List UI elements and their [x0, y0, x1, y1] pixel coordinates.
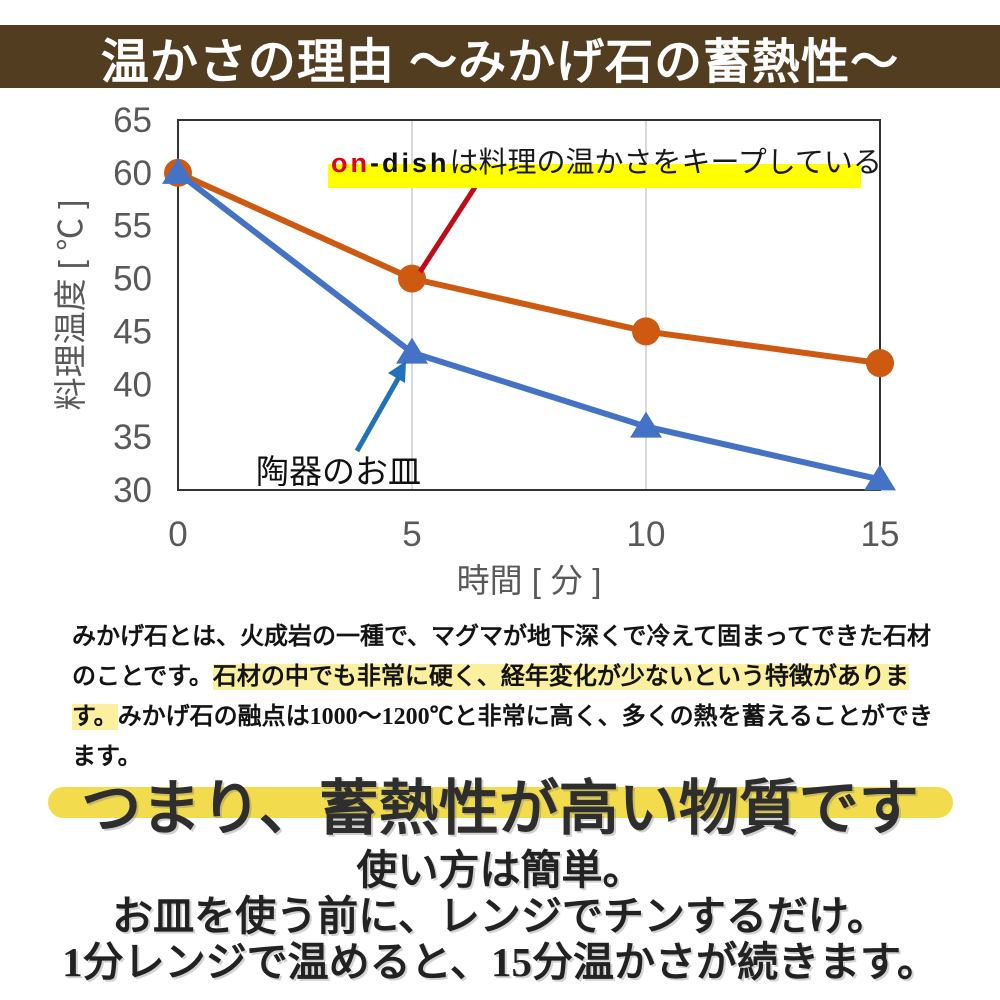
- annotation-highlight: [328, 164, 861, 188]
- annotation-caption: は料理の温かさをキープしている: [449, 147, 882, 179]
- brand-dish-text: -dish: [370, 148, 450, 178]
- ceramic-callout-line: [354, 375, 402, 453]
- y-tick-label: 45: [113, 312, 152, 351]
- usage-line: 使い方は簡単。: [356, 847, 644, 893]
- usage-line: お皿を使う前に、レンジでチンするだけ。: [112, 893, 888, 939]
- ondish-marker: [398, 264, 426, 293]
- y-tick-label: 30: [113, 471, 152, 510]
- paragraph-text: みかげ石の融点は1000～1200℃と非常に高く、多くの熱を蓄えることができます…: [72, 704, 933, 770]
- paragraph-text: みかげ石とは、火成岩の一種で、マグマが地下深くで冷えて固まってできた石材のことで…: [72, 624, 931, 690]
- y-tick-label: 50: [113, 260, 152, 299]
- y-axis-label: 料理温度 [ ℃ ]: [52, 200, 89, 411]
- brand-on-text: on: [331, 148, 370, 178]
- ceramic-marker: [162, 157, 194, 184]
- y-tick-label: 60: [113, 154, 152, 193]
- ceramic-callout-arrowhead: [388, 361, 406, 383]
- y-tick-label: 40: [113, 365, 152, 404]
- ondish-series-line: [176, 170, 881, 367]
- ceramic-marker: [630, 411, 662, 438]
- page-title: 温かさの理由 ～みかげ石の蓄熱性～: [100, 35, 900, 89]
- usage-line: 1分レンジで温めると、15分温かさが続きます。: [62, 939, 938, 985]
- x-tick-label: 0: [168, 515, 187, 554]
- plot-border: [177, 119, 881, 491]
- ceramic-dish-label: 陶器のお皿: [256, 453, 421, 490]
- headline-text: つまり、蓄熱性が高い物質です: [81, 776, 919, 842]
- x-axis-label: 時間 [ 分 ]: [457, 562, 602, 599]
- y-tick-label: 35: [113, 418, 152, 457]
- ceramic-series-line: [176, 170, 881, 483]
- temperature-chart: 30 35 40 45 50 55 60 65 0 5 10 15 時間 [ 分 ] 料理温度 [ ℃ ]: [52, 101, 900, 599]
- ondish-marker: [866, 349, 894, 378]
- x-tick-label: 10: [627, 515, 666, 554]
- banner: 温かさの理由 ～みかげ石の蓄熱性～: [0, 25, 1000, 89]
- x-tick-label: 5: [402, 515, 421, 554]
- y-tick-label: 55: [113, 207, 152, 246]
- usage-instructions: 使い方は簡単。 お皿を使う前に、レンジでチンするだけ。 1分レンジで温めると、15分…: [0, 847, 1000, 985]
- ondish-callout-line: [417, 182, 480, 274]
- y-tick-label: 65: [113, 101, 152, 140]
- ceramic-marker: [396, 337, 428, 364]
- ondish-marker: [632, 317, 660, 346]
- ondish-annotation: on-dishは料理の温かさをキープしている: [331, 146, 882, 185]
- x-tick-label: 15: [861, 515, 900, 554]
- ceramic-marker: [864, 464, 896, 491]
- description-paragraph: みかげ石とは、火成岩の一種で、マグマが地下深くで冷えて固まってできた石材のことで…: [72, 617, 934, 777]
- headline-highlight-pill: [48, 787, 953, 818]
